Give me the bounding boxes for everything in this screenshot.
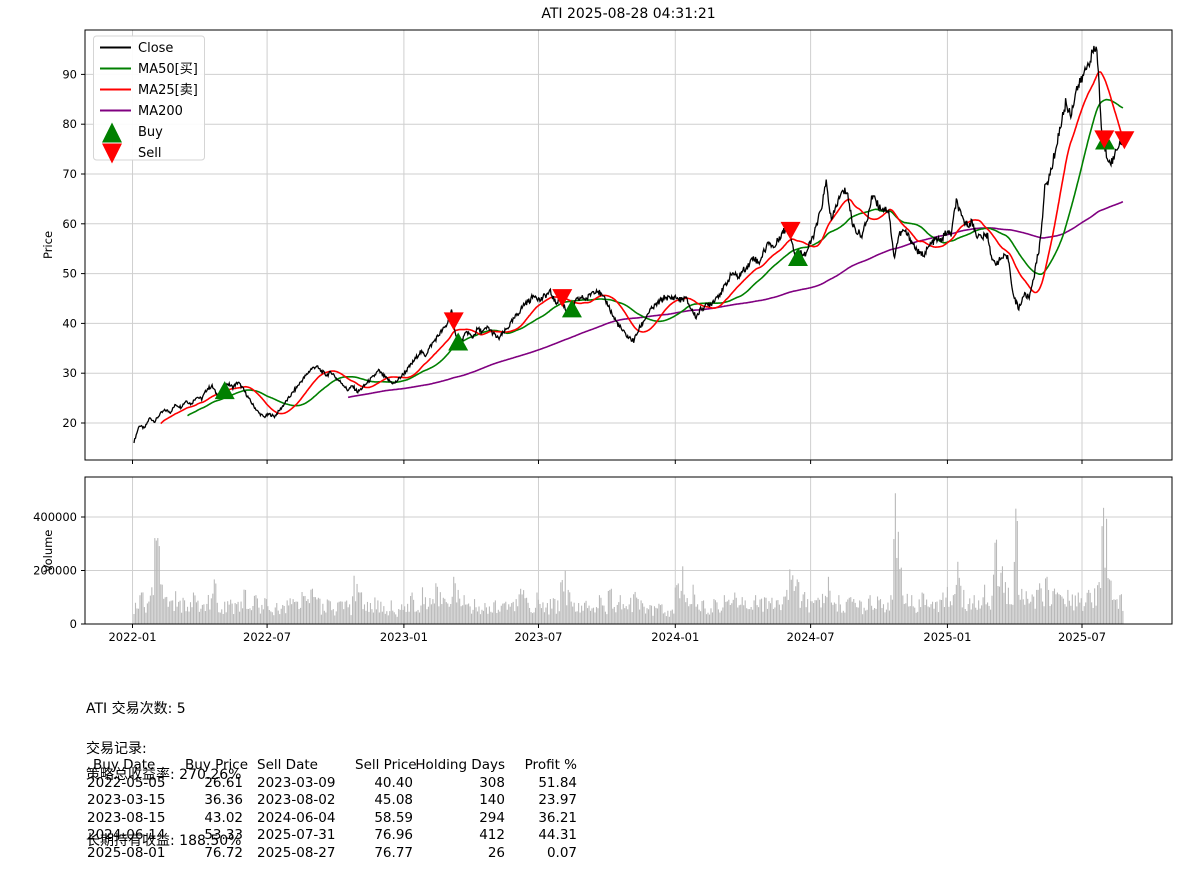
trade-row-cell: 36.21 xyxy=(538,809,577,826)
ma-curve-50 xyxy=(187,98,1124,417)
trade-row-cell: 2023-08-15 xyxy=(87,809,166,826)
trade-row-cell: 294 xyxy=(479,809,505,826)
trade-row-cell: 140 xyxy=(479,792,505,809)
trade-row-cell: 44.31 xyxy=(538,827,577,844)
volume-tick-label: 200000 xyxy=(33,564,77,578)
price-tick-label: 50 xyxy=(62,267,77,281)
trade-row: 2023-03-15 36.36 2023-08-02 45.08 140 23.97 xyxy=(85,792,577,810)
trade-row-cell: 2022-05-05 xyxy=(87,774,166,791)
trade-row-cell: 2023-08-02 xyxy=(257,792,336,809)
trade-row: 2024-06-14 53.33 2025-07-31 76.96 412 44.31 xyxy=(85,827,577,845)
trade-row-cell: 2023-03-09 xyxy=(257,774,336,791)
trade-row-cell: 2025-07-31 xyxy=(257,827,336,844)
trade-row-cell: 36.36 xyxy=(204,792,243,809)
trade-row-cell: 76.72 xyxy=(204,844,243,861)
ma-line-200 xyxy=(347,200,1124,399)
trade-row-cell: 26 xyxy=(487,844,505,861)
trade-row-cell: 76.96 xyxy=(374,827,413,844)
volume-tick-label: 400000 xyxy=(33,510,77,524)
trades-header-row-cell: Sell Date xyxy=(257,757,318,773)
trade-count-line: ATI 交易次数: 5 xyxy=(86,701,186,717)
trade-row-cell: 26.61 xyxy=(204,774,243,791)
x-tick-label: 2023-01 xyxy=(380,630,428,644)
ma-line-25 xyxy=(160,71,1124,425)
legend-label: Sell xyxy=(138,146,161,161)
trade-row-cell: 2025-08-01 xyxy=(87,844,166,861)
ma-curve-200 xyxy=(347,200,1124,399)
close-curve xyxy=(133,45,1124,444)
trade-row-cell: 2024-06-04 xyxy=(257,809,336,826)
legend-label: MA50[买] xyxy=(138,62,198,77)
volume-bars xyxy=(133,493,1124,624)
trade-row: 2022-05-05 26.61 2023-03-09 40.40 308 51.84 xyxy=(85,775,577,793)
trades-heading: 交易记录: xyxy=(86,741,147,757)
ma-curve-25 xyxy=(160,71,1124,425)
x-tick-label: 2025-07 xyxy=(1058,630,1106,644)
trade-row-cell: 51.84 xyxy=(538,774,577,791)
sell-markers xyxy=(443,130,1135,331)
trade-row-cell: 0.07 xyxy=(546,844,577,861)
legend-label: Buy xyxy=(138,125,163,140)
axes: 2022-01 2022-07 2023-01 2023-07 2024-01 2024-… xyxy=(33,29,1173,644)
close-line xyxy=(133,45,1124,444)
strategy-stats: ATI 交易次数: 5 策略总收益率: 270.26% 长期持有收益: 188.… xyxy=(86,654,241,869)
price-tick-label: 20 xyxy=(62,416,77,430)
trade-row-cell: 58.59 xyxy=(374,809,413,826)
trade-row-cell: 412 xyxy=(479,827,505,844)
price-tick-label: 40 xyxy=(62,316,77,330)
trades-header-row-cell: Buy Price xyxy=(185,757,249,773)
trade-row-cell: 23.97 xyxy=(538,792,577,809)
trade-row-cell: 53.33 xyxy=(204,827,243,844)
x-tick-label: 2024-07 xyxy=(787,630,835,644)
x-tick-label: 2022-07 xyxy=(243,630,291,644)
chart-canvas: 2022-01 2022-07 2023-01 2023-07 2024-01 2024-… xyxy=(33,29,1173,644)
legend-box xyxy=(93,35,205,161)
trade-row-cell: 2024-06-14 xyxy=(87,827,166,844)
ma-line-50 xyxy=(187,98,1124,417)
gridlines xyxy=(85,30,1172,624)
volume-tick-label: 0 xyxy=(70,617,77,631)
legend-label: MA200 xyxy=(138,104,183,119)
trade-row-cell: 76.77 xyxy=(374,844,413,861)
trade-row-cell: 2023-03-15 xyxy=(87,792,166,809)
x-tick-label: 2022-01 xyxy=(108,630,156,644)
price-tick-label: 30 xyxy=(62,366,77,380)
trade-row: 2025-08-01 76.72 2025-08-27 76.77 26 0.07 xyxy=(85,845,577,863)
x-tick-label: 2023-07 xyxy=(514,630,562,644)
trades-header-row-cell: Profit % xyxy=(524,757,577,773)
strategy-return-line: 策略总收益率: 270.26% xyxy=(86,767,242,783)
price-tick-label: 90 xyxy=(62,67,77,81)
trades-table: Buy Date Buy Price Sell Date Sell Price Hold… xyxy=(85,757,577,863)
chart-title: ATI 2025-08-28 04:31:21 xyxy=(541,6,716,22)
trades-header-row-cell: Holding Days xyxy=(415,757,505,773)
legend-label: Close xyxy=(138,41,173,56)
trade-row-cell: 45.08 xyxy=(374,792,413,809)
trades-header-row: Buy Date Buy Price Sell Date Sell Price Hold… xyxy=(85,757,577,775)
legend: Close MA50[买] MA25[卖] MA200 Buy Sell xyxy=(93,35,205,164)
trade-row: 2023-08-15 43.02 2024-06-04 58.59 294 36.21 xyxy=(85,810,577,828)
trades-header-row-cell: Buy Date xyxy=(93,757,156,773)
trade-row-cell: 43.02 xyxy=(204,809,243,826)
trade-row-cell: 2025-08-27 xyxy=(257,844,336,861)
trade-row-cell: 308 xyxy=(479,774,505,791)
trade-row-cell: 40.40 xyxy=(374,774,413,791)
buy-markers xyxy=(214,131,1116,400)
legend-label: MA25[卖] xyxy=(138,83,198,98)
price-tick-label: 80 xyxy=(62,117,77,131)
hold-return-line: 长期持有收益: 188.50% xyxy=(86,833,242,849)
price-tick-label: 70 xyxy=(62,167,77,181)
x-tick-label: 2024-01 xyxy=(651,630,699,644)
trades-header-row-cell: Sell Price xyxy=(355,757,417,773)
x-tick-label: 2025-01 xyxy=(923,630,971,644)
price-tick-label: 60 xyxy=(62,217,77,231)
